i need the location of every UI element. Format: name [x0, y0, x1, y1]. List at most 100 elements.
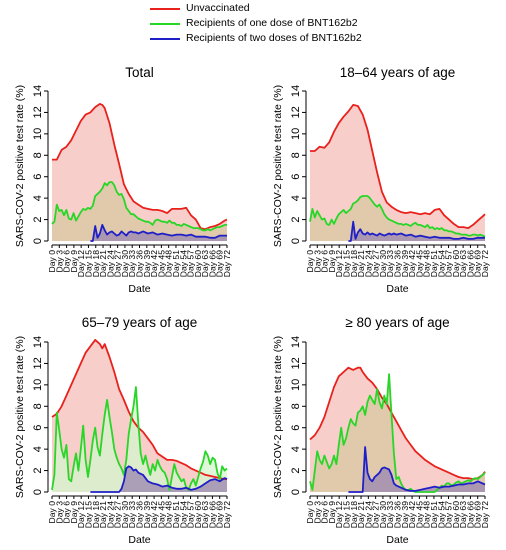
x-tick-label: Day 33	[385, 250, 395, 277]
x-tick-label: Day 30	[378, 501, 388, 528]
y-tick-label: 2	[290, 468, 302, 474]
legend-swatch-one-dose	[150, 23, 180, 25]
x-tick-label: Day 63	[200, 501, 210, 528]
y-tick-label: 4	[32, 446, 44, 452]
y-tick-label: 4	[290, 195, 302, 201]
x-tick-label: Day 36	[393, 501, 403, 528]
y-tick-label: 10	[32, 379, 44, 391]
x-tick-label: Day 15	[83, 501, 93, 528]
chart-title: 18–64 years of age	[340, 65, 456, 80]
y-tick-label: 6	[32, 425, 44, 431]
x-tick-label: Day 60	[193, 501, 203, 528]
y-tick-label: 14	[32, 336, 44, 348]
x-tick-label: Day 45	[414, 250, 424, 277]
legend-item-one-dose: Recipients of one dose of BNT162b2	[150, 17, 410, 30]
y-tick-label: 10	[32, 128, 44, 140]
x-tick-label: Day 72	[480, 501, 490, 528]
y-tick-label: 6	[290, 425, 302, 431]
x-tick-label: Day 3	[312, 501, 322, 524]
y-tick-label: 12	[290, 357, 302, 369]
series-line-1	[51, 181, 227, 232]
area-fill-series-2	[348, 447, 485, 492]
x-tick-label: Day 0	[47, 501, 57, 524]
x-axis-label: Date	[128, 283, 150, 295]
x-tick-label: Day 60	[193, 250, 203, 277]
y-tick-label: 12	[32, 357, 44, 369]
x-tick-label: Day 48	[164, 501, 174, 528]
x-tick-label: Day 6	[320, 501, 330, 524]
x-tick-label: Day 48	[422, 250, 432, 277]
x-tick-label: Day 30	[120, 250, 130, 277]
x-tick-label: Day 6	[320, 250, 330, 273]
y-tick-label: 12	[32, 106, 44, 118]
series-line-0	[52, 103, 228, 231]
x-tick-label: Day 18	[91, 501, 101, 528]
y-tick-label: 8	[290, 152, 302, 158]
y-tick-label: 0	[290, 238, 302, 244]
x-tick-label: Day 36	[135, 250, 145, 277]
x-axis-label: Date	[386, 534, 408, 546]
chart-title: Total	[125, 65, 154, 80]
x-tick-label: Day 36	[393, 250, 403, 277]
x-tick-label: Day 42	[407, 501, 417, 528]
legend-swatch-unvaccinated	[150, 8, 180, 10]
x-tick-label: Day 36	[135, 501, 145, 528]
legend-item-two-doses: Recipients of two doses of BNT162b2	[150, 32, 410, 45]
series-line-0	[310, 104, 486, 230]
series-line-1	[309, 373, 486, 493]
x-tick-label: Day 9	[327, 250, 337, 273]
x-tick-label: Day 18	[349, 250, 359, 277]
x-tick-label: Day 24	[105, 250, 115, 277]
legend-swatch-two-doses	[150, 38, 180, 40]
x-tick-label: Day 51	[429, 250, 439, 277]
x-tick-label: Day 45	[156, 250, 166, 277]
series-line-2	[348, 220, 485, 242]
x-tick-label: Day 24	[363, 250, 373, 277]
x-tick-label: Day 54	[178, 250, 188, 277]
x-tick-label: Day 72	[222, 501, 232, 528]
y-axis-label: SARS-COV-2 positive test rate (%)	[272, 336, 284, 498]
x-tick-label: Day 21	[356, 501, 366, 528]
x-tick-label: Day 60	[451, 250, 461, 277]
x-tick-label: Day 57	[444, 250, 454, 277]
x-axis-label: Date	[386, 283, 408, 295]
y-tick-label: 10	[290, 379, 302, 391]
x-tick-label: Day 3	[54, 250, 64, 273]
x-tick-label: Day 18	[349, 501, 359, 528]
y-tick-label: 6	[32, 174, 44, 180]
x-axis-label: Date	[128, 534, 150, 546]
series-line-0	[309, 366, 486, 481]
y-tick-label: 8	[290, 403, 302, 409]
area-fill-series-1	[310, 374, 485, 492]
x-tick-label: Day 12	[76, 250, 86, 277]
y-tick-label: 14	[290, 336, 302, 348]
x-tick-label: Day 39	[400, 501, 410, 528]
y-tick-label: 0	[32, 238, 44, 244]
x-tick-label: Day 63	[458, 501, 468, 528]
x-tick-label: Day 27	[113, 501, 123, 528]
x-tick-label: Day 39	[142, 501, 152, 528]
series-line-2	[90, 465, 228, 493]
x-tick-label: Day 30	[378, 250, 388, 277]
area-fill-series-2	[90, 466, 228, 492]
x-tick-label: Day 27	[371, 501, 381, 528]
y-tick-label: 0	[32, 489, 44, 495]
x-tick-label: Day 72	[480, 250, 490, 277]
x-tick-label: Day 24	[105, 501, 115, 528]
x-tick-label: Day 15	[83, 250, 93, 277]
x-tick-label: Day 33	[127, 501, 137, 528]
x-tick-label: Day 27	[113, 250, 123, 277]
x-tick-label: Day 21	[356, 250, 366, 277]
y-tick-label: 8	[32, 403, 44, 409]
x-tick-label: Day 39	[400, 250, 410, 277]
x-tick-label: Day 66	[207, 501, 217, 528]
x-tick-label: Day 15	[341, 501, 351, 528]
y-axis-label: SARS-COV-2 positive test rate (%)	[272, 85, 284, 247]
legend-label-one-dose: Recipients of one dose of BNT162b2	[186, 17, 358, 29]
x-tick-label: Day 0	[305, 250, 315, 273]
series-line-2	[90, 223, 227, 242]
chart-title: ≥ 80 years of age	[345, 315, 449, 330]
